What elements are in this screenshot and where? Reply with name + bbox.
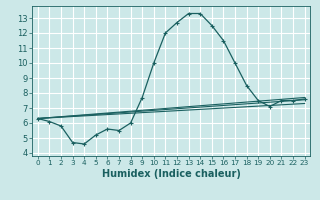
X-axis label: Humidex (Indice chaleur): Humidex (Indice chaleur) (102, 169, 241, 179)
